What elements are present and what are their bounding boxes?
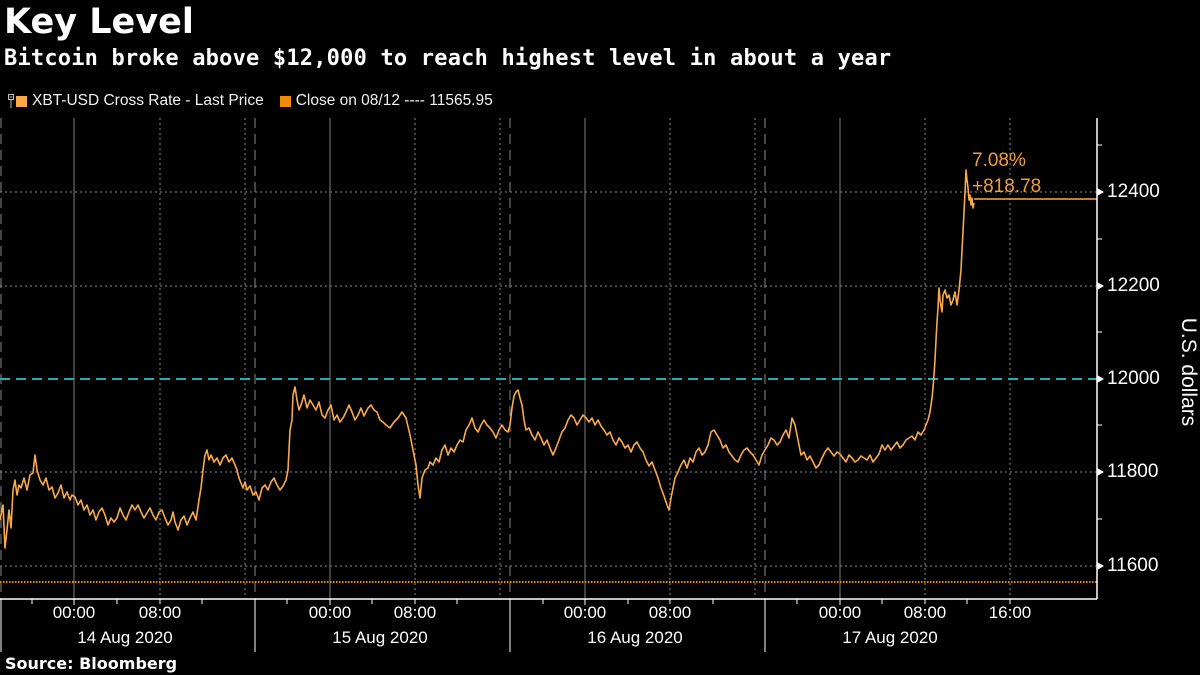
legend: XBT-USD Cross Rate - Last Price Close on… (8, 91, 509, 111)
source-note: Source: Bloomberg (5, 654, 178, 673)
collapse-icon[interactable] (8, 94, 14, 108)
x-tick-label: 08:00 (903, 603, 947, 622)
x-tick-label: 00:00 (52, 603, 96, 622)
y-tick-label: 11800 (1107, 461, 1159, 482)
y-tick-label: 12400 (1107, 181, 1160, 202)
y-tick-label: 11600 (1107, 555, 1159, 576)
chart-subtitle: Bitcoin broke above $12,000 to reach hig… (4, 46, 892, 71)
legend-swatch-icon (279, 95, 291, 107)
x-tick-label: 08:00 (648, 603, 692, 622)
abs-change-annotation: +818.78 (972, 176, 1042, 197)
x-tick-label: 16:00 (988, 603, 1032, 622)
x-tick-label: 00:00 (563, 603, 607, 622)
legend-item-last-price[interactable]: XBT-USD Cross Rate - Last Price (8, 92, 264, 110)
x-date-label: 17 Aug 2020 (842, 628, 938, 647)
chart-title: Key Level (4, 2, 194, 42)
pct-change-annotation: 7.08% (972, 150, 1026, 171)
price-series-line (0, 169, 975, 549)
x-date-label: 14 Aug 2020 (77, 628, 173, 647)
hour-gridlines (159, 118, 1011, 599)
y-tick-label: 12000 (1107, 368, 1160, 389)
day-boundary-lines (0, 118, 766, 599)
midnight-gridlines (73, 118, 841, 599)
legend-item-close[interactable]: Close on 08/12 ---- 11565.95 (279, 92, 493, 110)
legend-label: Close on 08/12 ---- 11565.95 (295, 92, 493, 109)
x-date-label: 15 Aug 2020 (332, 628, 428, 647)
y-tick-label: 12200 (1107, 275, 1160, 296)
x-axis-minor-ticks (31, 599, 1011, 605)
x-tick-label: 00:00 (818, 603, 862, 622)
y-axis-minor-ticks (1097, 144, 1102, 520)
legend-label: XBT-USD Cross Rate - Last Price (32, 92, 264, 109)
x-tick-label: 08:00 (393, 603, 437, 622)
y-axis-tick-markers (1097, 188, 1104, 570)
y-axis-label: U.S. dollars (1177, 317, 1200, 427)
x-tick-label: 00:00 (308, 603, 352, 622)
x-tick-label: 08:00 (138, 603, 182, 622)
x-axis-day-separators (0, 599, 766, 652)
legend-swatch-icon (16, 95, 27, 107)
x-date-label: 16 Aug 2020 (587, 628, 683, 647)
